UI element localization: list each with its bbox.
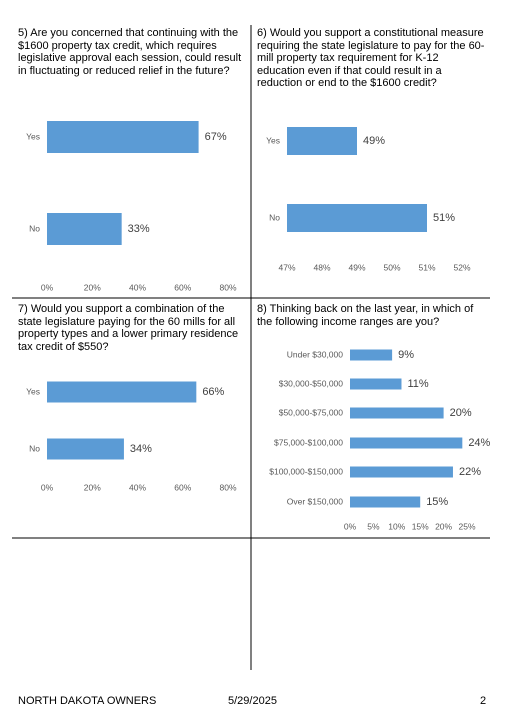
page-number: 2 (480, 695, 487, 707)
value-label: 15% (426, 496, 448, 508)
value-label: 11% (407, 378, 428, 390)
bar (350, 407, 444, 419)
bar (287, 204, 427, 232)
bar (47, 381, 197, 403)
value-label: 67% (205, 131, 227, 143)
x-tick-label: 0% (41, 482, 54, 492)
category-label: Yes (26, 131, 40, 141)
value-label: 9% (398, 349, 414, 361)
bar (350, 349, 393, 361)
x-tick-label: 5% (367, 521, 380, 531)
footer-date: 5/29/2025 (228, 695, 277, 707)
chart-title: 6) Would you support a constitutional me… (257, 27, 485, 89)
category-label: No (29, 223, 40, 233)
x-tick-label: 52% (453, 262, 470, 272)
category-label: Over $150,000 (287, 496, 344, 506)
bar (350, 496, 421, 508)
x-tick-label: 60% (174, 482, 191, 492)
category-label: No (269, 212, 280, 222)
chart-title: 8) Thinking back on the last year, in wh… (257, 303, 474, 328)
x-tick-label: 0% (344, 521, 357, 531)
value-label: 34% (130, 443, 152, 455)
bar (47, 213, 122, 245)
x-tick-label: 20% (84, 282, 101, 292)
value-label: 20% (450, 407, 472, 419)
category-label: Yes (26, 386, 40, 396)
chart-title: 7) Would you support a combination of th… (18, 303, 239, 353)
chart-title: 5) Are you concerned that continuing wit… (18, 27, 242, 77)
category-label: $30,000-$50,000 (279, 378, 344, 388)
x-tick-label: 20% (435, 521, 452, 531)
category-label: Yes (266, 135, 280, 145)
x-tick-label: 80% (219, 282, 236, 292)
value-label: 49% (363, 135, 385, 147)
x-tick-label: 15% (412, 521, 429, 531)
x-tick-label: 0% (41, 282, 54, 292)
bar (47, 438, 124, 460)
x-tick-label: 25% (458, 521, 475, 531)
bar (350, 378, 402, 390)
x-tick-label: 40% (129, 482, 146, 492)
x-tick-label: 20% (84, 482, 101, 492)
category-label: Under $30,000 (287, 349, 344, 359)
category-label: $75,000-$100,000 (274, 437, 343, 447)
x-tick-label: 60% (174, 282, 191, 292)
x-tick-label: 48% (313, 262, 330, 272)
bar (350, 466, 453, 478)
x-tick-label: 50% (383, 262, 400, 272)
x-tick-label: 51% (418, 262, 435, 272)
category-label: $50,000-$75,000 (279, 407, 344, 417)
category-label: $100,000-$150,000 (269, 466, 343, 476)
bar (47, 121, 199, 153)
x-tick-label: 80% (219, 482, 236, 492)
value-label: 22% (459, 466, 481, 478)
bar (350, 437, 463, 449)
x-tick-label: 10% (388, 521, 405, 531)
footer-text: NORTH DAKOTA OWNERS (18, 695, 157, 707)
x-tick-label: 49% (348, 262, 365, 272)
value-label: 24% (468, 437, 490, 449)
x-tick-label: 40% (129, 282, 146, 292)
value-label: 51% (433, 212, 455, 224)
bar (287, 127, 357, 155)
x-tick-label: 47% (278, 262, 295, 272)
value-label: 33% (128, 223, 150, 235)
category-label: No (29, 443, 40, 453)
value-label: 66% (202, 386, 224, 398)
